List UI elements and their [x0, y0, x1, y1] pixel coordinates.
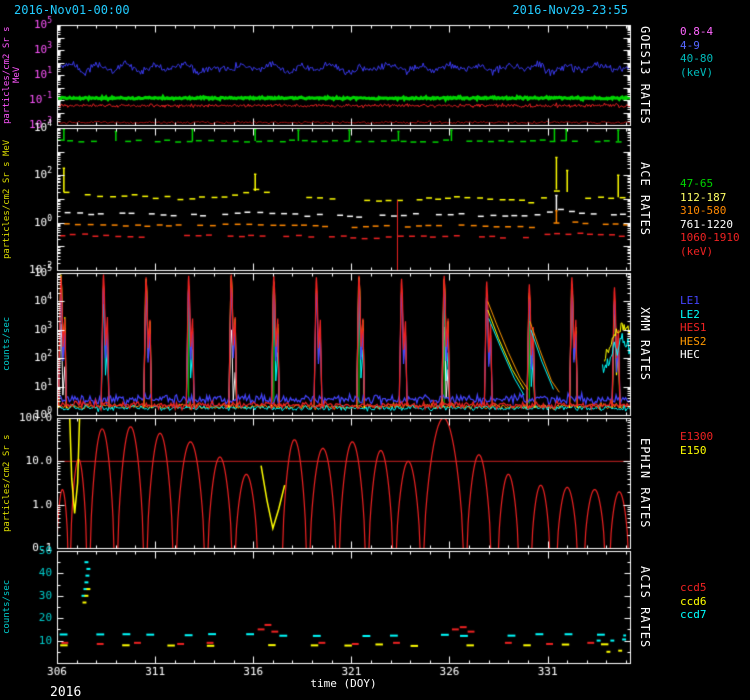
legend-goes13: 0.8-4 4-9 40-80 (keV) — [680, 25, 713, 79]
panel-title-xmm: XMM RATES — [638, 306, 652, 382]
y-axis-label-ephin: particles/cm2 Sr s — [2, 434, 12, 532]
legend-item: E150 — [680, 443, 707, 457]
legend-acis: ccd5 ccd6 ccd7 — [680, 581, 707, 622]
legend-item: E1300 — [680, 430, 714, 443]
legend-item: 1060-1910 — [680, 231, 740, 244]
legend-item: 40-80 — [680, 52, 714, 65]
legend-item: 310-580 — [680, 204, 727, 217]
legend-item: HEC — [680, 348, 700, 361]
legend-item: 0.8-4 — [680, 25, 714, 38]
legend-xmm: LE1 LE2 HES1 HES2 HEC — [680, 294, 707, 362]
y-axis-label-xmm: counts/sec — [2, 316, 12, 372]
legend-item: ccd6 — [680, 594, 707, 608]
legend-item: 761-1220 — [680, 217, 733, 231]
plot-start-datetime: 2016-Nov01-00:00 — [14, 3, 130, 17]
y-axis-label-ace: particles/cm2 Sr s MeV — [2, 139, 12, 259]
panel-title-goes13: GOES13 RATES — [638, 25, 652, 125]
legend-item: ccd7 — [680, 608, 707, 621]
legend-item: HES1 — [680, 321, 707, 334]
panel-title-acis: ACIS RATES — [638, 565, 652, 649]
legend-ephin: E1300 E150 — [680, 430, 713, 457]
y-axis-label-acis: counts/sec — [2, 579, 12, 635]
y-axis-label-goes13: particles/cm2 Sr s MeV — [2, 26, 22, 124]
legend-item: (keV) — [680, 244, 714, 258]
legend-item: LE2 — [680, 307, 700, 321]
legend-item: 4-9 — [680, 38, 700, 52]
panel-title-ace: ACE RATES — [638, 161, 652, 237]
year-label: 2016 — [50, 685, 82, 700]
x-axis-title: time (DOY) — [310, 677, 377, 690]
legend-item: 47-65 — [680, 177, 714, 190]
legend-item: ccd5 — [680, 581, 707, 594]
panel-title-ephin: EPHIN RATES — [638, 437, 652, 529]
legend-item: (keV) — [680, 65, 714, 79]
plot-end-datetime: 2016-Nov29-23:55 — [512, 3, 628, 17]
legend-ace: 47-65 112-187 310-580 761-1220 1060-1910… — [680, 177, 740, 258]
legend-item: LE1 — [680, 294, 700, 307]
legend-item: 112-187 — [680, 190, 727, 204]
legend-item: HES2 — [680, 334, 707, 348]
